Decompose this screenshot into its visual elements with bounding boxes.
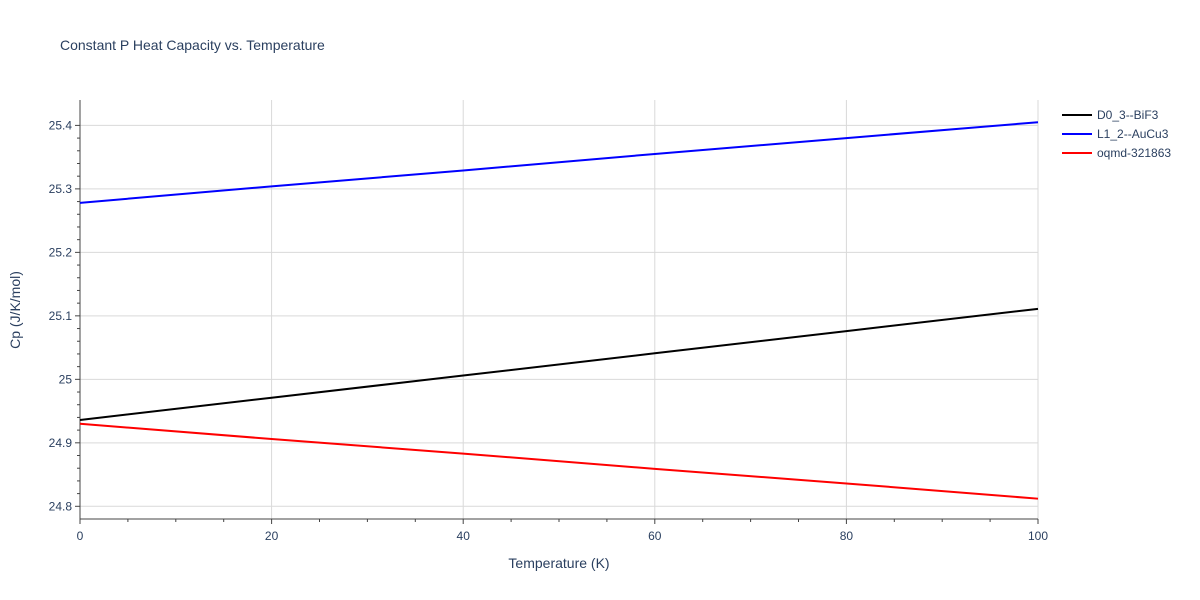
legend-item[interactable]: oqmd-321863 bbox=[1062, 146, 1171, 160]
x-tick-label: 60 bbox=[648, 529, 662, 543]
y-axis-title: Cp (J/K/mol) bbox=[7, 271, 23, 349]
x-tick-label: 80 bbox=[840, 529, 854, 543]
series-line bbox=[79, 422, 1039, 500]
y-tick-label: 25.2 bbox=[49, 245, 73, 259]
legend[interactable]: D0_3--BiF3 L1_2--AuCu3 oqmd-321863 bbox=[1062, 108, 1171, 160]
x-tick-label: 0 bbox=[77, 529, 84, 543]
y-tick-label: 25.1 bbox=[49, 309, 73, 323]
y-tick-label: 25.3 bbox=[49, 182, 73, 196]
series-line bbox=[79, 121, 1039, 204]
legend-label: L1_2--AuCu3 bbox=[1097, 127, 1169, 141]
legend-item[interactable]: L1_2--AuCu3 bbox=[1062, 127, 1169, 141]
y-tick-label: 25 bbox=[59, 372, 73, 386]
legend-item[interactable]: D0_3--BiF3 bbox=[1062, 108, 1159, 122]
legend-label: D0_3--BiF3 bbox=[1097, 108, 1159, 122]
y-tick-label: 24.9 bbox=[49, 436, 73, 450]
series-line bbox=[79, 307, 1039, 421]
x-tick-label: 40 bbox=[457, 529, 471, 543]
y-tick-label: 25.4 bbox=[49, 118, 73, 132]
x-axis-title: Temperature (K) bbox=[508, 555, 609, 571]
legend-label: oqmd-321863 bbox=[1097, 146, 1171, 160]
x-tick-label: 100 bbox=[1028, 529, 1048, 543]
x-tick-label: 20 bbox=[265, 529, 279, 543]
y-tick-label: 24.8 bbox=[49, 499, 73, 513]
series-group bbox=[79, 121, 1039, 500]
chart-title: Constant P Heat Capacity vs. Temperature bbox=[60, 37, 325, 53]
axes: 0 20 40 60 80 100 24.8 24.9 25 25.1 25.2 25.3 25.4 bbox=[49, 100, 1048, 543]
